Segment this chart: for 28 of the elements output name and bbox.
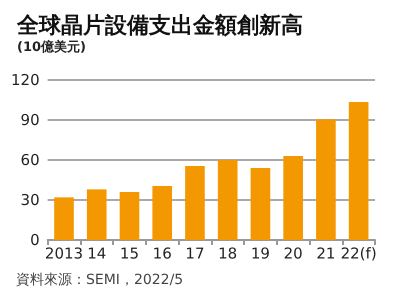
bar	[54, 197, 74, 240]
bar	[152, 186, 172, 240]
x-tick-label: 20	[284, 244, 303, 262]
source-note: 資料來源：SEMI，2022/5	[16, 272, 184, 288]
x-tick-label: 21	[316, 244, 336, 262]
x-tick-label: 16	[152, 244, 172, 262]
chart-title: 全球晶片設備支出金額創新高	[16, 12, 303, 38]
chart-subtitle: (10億美元)	[17, 39, 86, 55]
x-tick-label: 22(f)	[340, 244, 377, 262]
x-tick-label: 19	[250, 244, 270, 262]
bar	[86, 189, 107, 240]
y-tick-label: 60	[20, 151, 40, 169]
x-tick-label: 2013	[44, 244, 84, 262]
bar	[250, 168, 270, 240]
bar	[283, 156, 303, 240]
bar	[316, 119, 336, 240]
y-tick-label: 120	[10, 71, 40, 89]
x-tick-label: 14	[87, 244, 106, 262]
x-tick-label: 15	[120, 244, 140, 262]
y-tick-label: 30	[20, 191, 40, 209]
bar	[120, 192, 140, 240]
y-tick-label: 90	[20, 111, 40, 129]
y-tick-label: 0	[30, 231, 40, 249]
x-tick-label: 17	[185, 244, 204, 262]
bar	[348, 102, 368, 240]
bar	[185, 166, 205, 240]
bar	[218, 160, 238, 240]
x-tick-label: 18	[218, 244, 238, 262]
